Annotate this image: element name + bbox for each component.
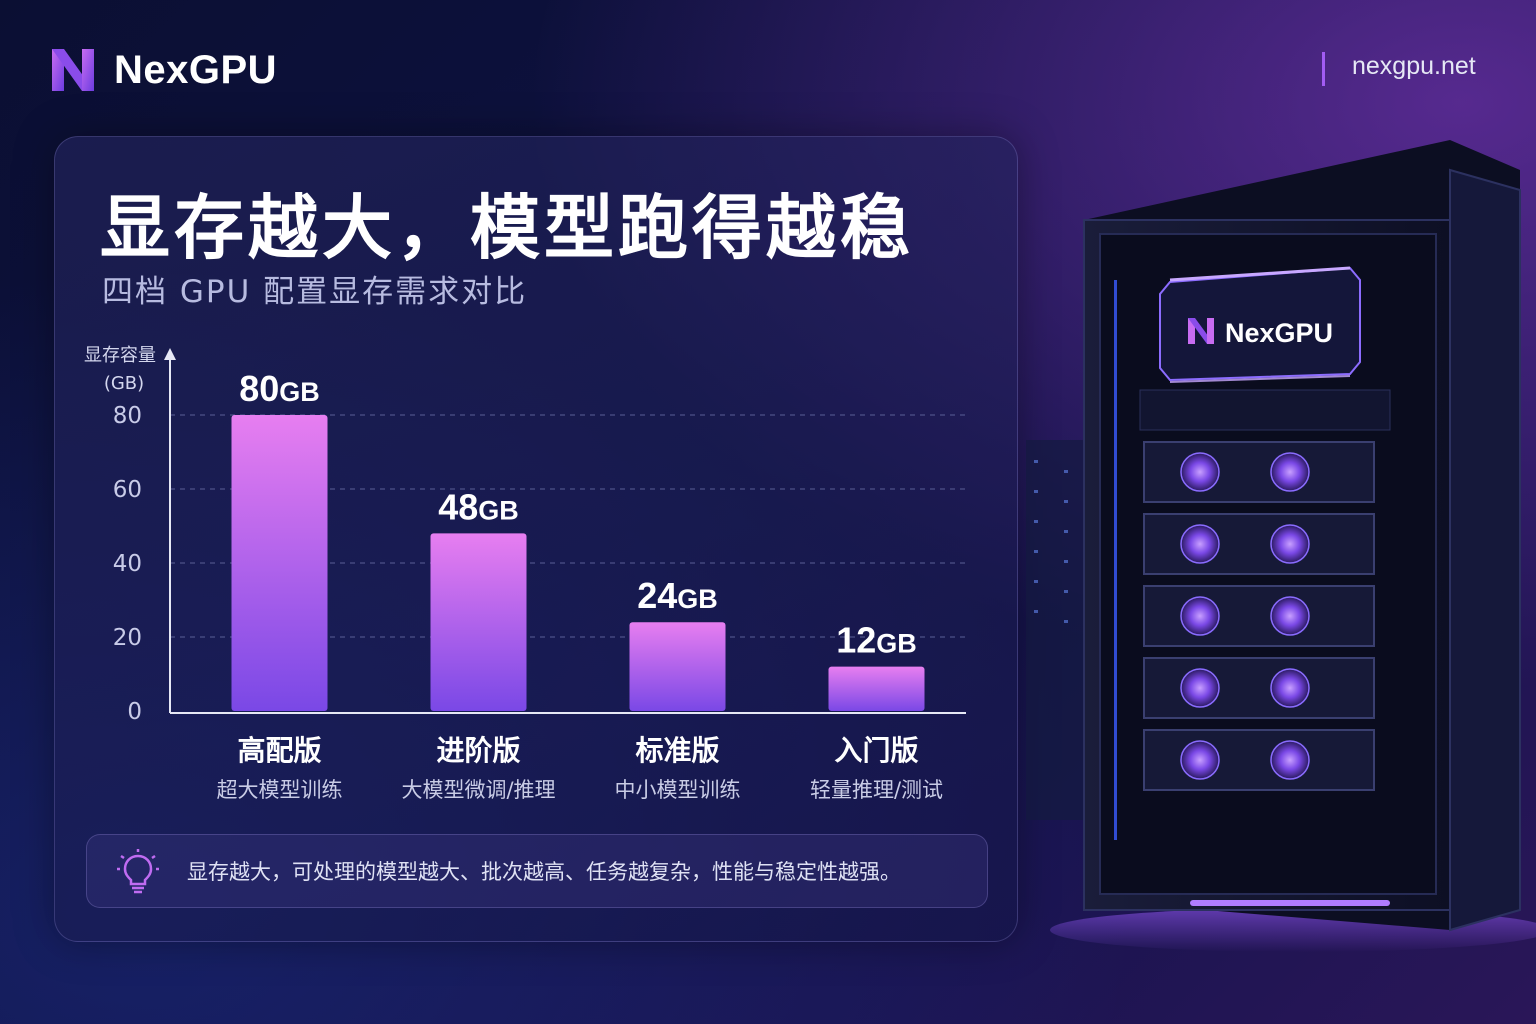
data-label: 80GB — [239, 368, 320, 409]
bar — [828, 666, 925, 711]
data-label: 48GB — [438, 486, 519, 527]
server-brand-plate — [1159, 266, 1361, 382]
fan-icon — [1180, 524, 1220, 564]
fan-icon — [1180, 740, 1220, 780]
lightbulb-icon — [117, 849, 159, 894]
y-tick-label: 0 — [127, 699, 142, 725]
category-description: 超大模型训练 — [217, 778, 343, 802]
page-title: 显存越大，模型跑得越稳 — [100, 187, 914, 269]
fan-icon — [1270, 668, 1310, 708]
server-brand-label: NexGPU — [1225, 318, 1333, 348]
category-label: 高配版 — [237, 734, 321, 767]
y-axis-unit: (GB) — [104, 373, 144, 394]
fan-icon — [1180, 452, 1220, 492]
bar — [629, 622, 726, 711]
data-label: 24GB — [637, 575, 718, 616]
site-url[interactable]: nexgpu.net — [1352, 52, 1476, 80]
y-tick-label: 20 — [113, 625, 142, 651]
gpu-tray — [1143, 657, 1375, 719]
n-logo-icon — [52, 49, 94, 91]
base-light-strip — [1190, 900, 1390, 906]
gpu-tray — [1143, 585, 1375, 647]
insight-note-text: 显存越大，可处理的模型越大、批次越高、任务越复杂，性能与稳定性越强。 — [187, 860, 901, 884]
bar — [231, 415, 328, 711]
fan-icon — [1180, 668, 1220, 708]
bar — [430, 533, 527, 711]
insight-note: 显存越大，可处理的模型越大、批次越高、任务越复杂，性能与稳定性越强。 — [86, 834, 988, 908]
header-divider — [1322, 52, 1325, 86]
gpu-tray — [1143, 513, 1375, 575]
background-rack — [1026, 440, 1086, 820]
y-tick-label: 60 — [113, 477, 142, 503]
category-description: 轻量推理/测试 — [810, 778, 943, 802]
y-axis-arrow — [164, 348, 176, 360]
fan-icon — [1270, 452, 1310, 492]
category-label: 标准版 — [635, 734, 719, 767]
category-description: 大模型微调/推理 — [401, 778, 555, 802]
fan-icon — [1270, 524, 1310, 564]
fan-icon — [1270, 596, 1310, 636]
y-tick-label: 80 — [113, 403, 142, 429]
category-description: 中小模型训练 — [615, 778, 741, 802]
brand-header: NexGPU — [50, 40, 277, 100]
category-label: 入门版 — [834, 734, 918, 767]
n-logo-icon — [1188, 318, 1214, 344]
y-axis-title: 显存容量 — [84, 345, 156, 366]
fan-icon — [1270, 740, 1310, 780]
category-label: 进阶版 — [436, 734, 520, 767]
gpu-tray — [1143, 729, 1375, 791]
page-subtitle: 四档 GPU 配置显存需求对比 — [102, 274, 528, 310]
content-panel — [54, 136, 1018, 942]
fan-icon — [1180, 596, 1220, 636]
gpu-tray — [1143, 441, 1375, 503]
y-tick-label: 40 — [113, 551, 142, 577]
gpu-server-illustration: NexGPU — [1026, 140, 1536, 952]
brand-name: NexGPU — [114, 47, 278, 92]
data-label: 12GB — [836, 620, 917, 661]
